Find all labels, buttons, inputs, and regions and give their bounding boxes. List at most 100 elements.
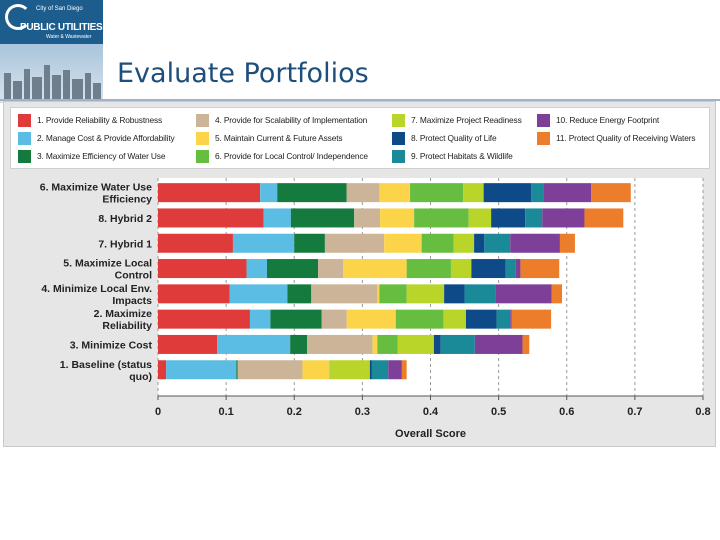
legend-swatch — [392, 132, 405, 145]
bar-segment — [249, 309, 271, 329]
bar-segment — [318, 259, 344, 279]
bar-segment — [290, 208, 355, 228]
bar-segment — [433, 334, 441, 354]
bar-segment — [166, 360, 237, 380]
legend-swatch — [537, 114, 550, 127]
bar-segment — [371, 360, 389, 380]
bar-segment — [401, 360, 407, 380]
legend-label: 6. Provide for Local Control/ Independen… — [215, 151, 368, 161]
bar-segment — [474, 233, 485, 253]
bar-segment — [354, 208, 381, 228]
bar-segment — [377, 334, 398, 354]
category-label: 1. Baseline (status quo) — [60, 359, 152, 383]
x-tick-label: 0.7 — [627, 406, 642, 418]
legend-swatch — [392, 114, 405, 127]
bar-segment — [267, 259, 319, 279]
bar-segment — [495, 284, 552, 304]
category-label: 6. Maximize Water Use Efficiency — [40, 182, 152, 206]
bar-segment — [158, 284, 230, 304]
legend-label: 11. Protect Quality of Receiving Waters — [556, 133, 696, 143]
page-title: Evaluate Portfolios — [117, 58, 369, 89]
bar-segment — [584, 208, 624, 228]
bar-segment — [406, 259, 451, 279]
bar-segment — [463, 183, 484, 203]
bar-segment — [321, 309, 347, 329]
bar-segment — [559, 233, 575, 253]
bar-segment — [324, 233, 385, 253]
bar-segment — [531, 183, 544, 203]
bar-segment — [510, 309, 512, 329]
legend-label: 5. Maintain Current & Future Assets — [215, 133, 343, 143]
skyline-image — [0, 44, 103, 103]
bar-segment — [236, 360, 238, 380]
bar-segment — [287, 284, 312, 304]
bar-segment — [329, 360, 331, 380]
bar-segment — [542, 208, 585, 228]
bar-segment — [311, 284, 378, 304]
bar-segment — [158, 259, 247, 279]
bar-segment — [237, 360, 303, 380]
bar-segment — [464, 284, 496, 304]
bar-segment — [515, 259, 521, 279]
bar-segment — [410, 183, 464, 203]
category-label: 4. Minimize Local Env. Impacts — [41, 283, 152, 307]
bar-segment — [346, 309, 396, 329]
bar-segment — [372, 334, 378, 354]
legend-swatch — [196, 114, 209, 127]
bar-segment — [307, 334, 373, 354]
bar-segment — [591, 183, 631, 203]
bar-segment — [158, 309, 250, 329]
x-tick-label: 0.2 — [287, 406, 302, 418]
bar-segment — [229, 284, 288, 304]
bar-segment — [263, 208, 291, 228]
bar-segment — [369, 360, 372, 380]
bar-segment — [379, 183, 411, 203]
bar-segment — [505, 259, 516, 279]
bar-segment — [346, 183, 380, 203]
bar-segment — [397, 334, 434, 354]
bar-segment — [543, 183, 592, 203]
legend-label: 1. Provide Reliability & Robustness — [37, 115, 163, 125]
bar-segment — [384, 233, 422, 253]
bar-segment — [217, 334, 291, 354]
bar-segment — [551, 284, 562, 304]
chart-legend: 1. Provide Reliability & Robustness 2. M… — [10, 107, 710, 169]
bar-segment — [414, 208, 469, 228]
bar-segment — [468, 208, 492, 228]
legend-swatch — [196, 132, 209, 145]
legend-label: 2. Manage Cost & Provide Affordability — [37, 133, 175, 143]
bar-segment — [443, 309, 466, 329]
bar-segment — [232, 233, 295, 253]
bar-segment — [491, 208, 526, 228]
bar-segment — [343, 259, 407, 279]
bar-segment — [406, 284, 445, 304]
bar-segment — [290, 334, 308, 354]
bar-segment — [444, 284, 465, 304]
legend-label: 4. Provide for Scalability of Implementa… — [215, 115, 368, 125]
bar-segment — [483, 183, 532, 203]
bar-segment — [158, 233, 233, 253]
legend-swatch — [537, 132, 550, 145]
bar-segment — [450, 259, 472, 279]
city-seal-icon — [5, 4, 31, 30]
bar-segment — [380, 208, 415, 228]
bar-segment — [158, 183, 261, 203]
category-label: 8. Hybrid 2 — [98, 213, 152, 225]
bar-segment — [484, 233, 511, 253]
bar-segment — [520, 259, 560, 279]
legend-swatch — [18, 132, 31, 145]
bar-segment — [260, 183, 278, 203]
legend-label: 10. Reduce Energy Footprint — [556, 115, 660, 125]
bar-segment — [330, 360, 370, 380]
legend-swatch — [196, 150, 209, 163]
legend-label: 9. Protect Habitats & Wildlife — [411, 151, 513, 161]
bar-segment — [379, 284, 407, 304]
bar-segment — [510, 233, 560, 253]
legend-label: 3. Maximize Efficiency of Water Use — [37, 151, 166, 161]
bar-segment — [246, 259, 267, 279]
bar-segment — [270, 309, 322, 329]
title-divider — [0, 99, 720, 101]
bar-segment — [277, 183, 347, 203]
bar-segment — [294, 233, 325, 253]
